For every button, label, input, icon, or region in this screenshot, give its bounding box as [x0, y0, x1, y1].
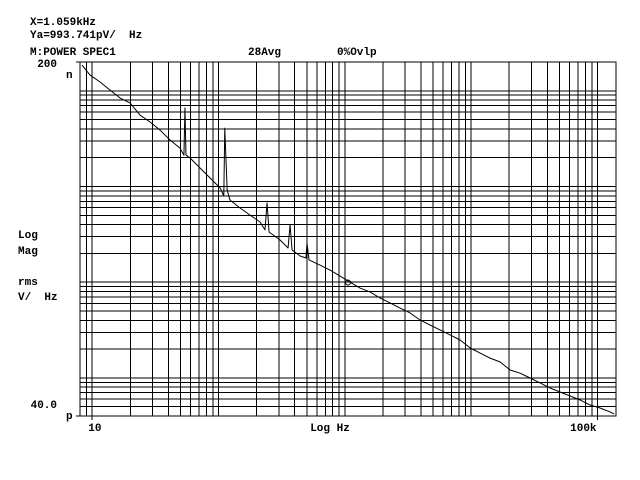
overlap: 0%Ovlp: [337, 47, 377, 59]
y-tick-label: 200: [37, 59, 57, 71]
y-label: Mag: [18, 246, 38, 258]
plot-frame: [79, 61, 617, 417]
marker-y-readout: Ya=993.741pV/ Hz: [30, 30, 142, 42]
y-unit-prefix: n: [66, 70, 73, 82]
x-tick-label: 10: [88, 423, 101, 435]
y-unit-prefix: p: [66, 411, 73, 423]
y-label: rms: [18, 277, 38, 289]
measurement-title: M:POWER SPEC1: [30, 47, 116, 59]
y-tick-label: 40.0: [31, 400, 57, 412]
marker-x-readout: X=1.059kHz: [30, 17, 96, 29]
x-tick-label: 100k: [570, 423, 597, 435]
y-label: V/ Hz: [18, 292, 58, 304]
marker: [345, 279, 352, 286]
spectrum-trace: [81, 64, 615, 415]
x-label: Log Hz: [310, 423, 350, 435]
y-label: Log: [18, 230, 38, 242]
averages: 28Avg: [248, 47, 281, 59]
